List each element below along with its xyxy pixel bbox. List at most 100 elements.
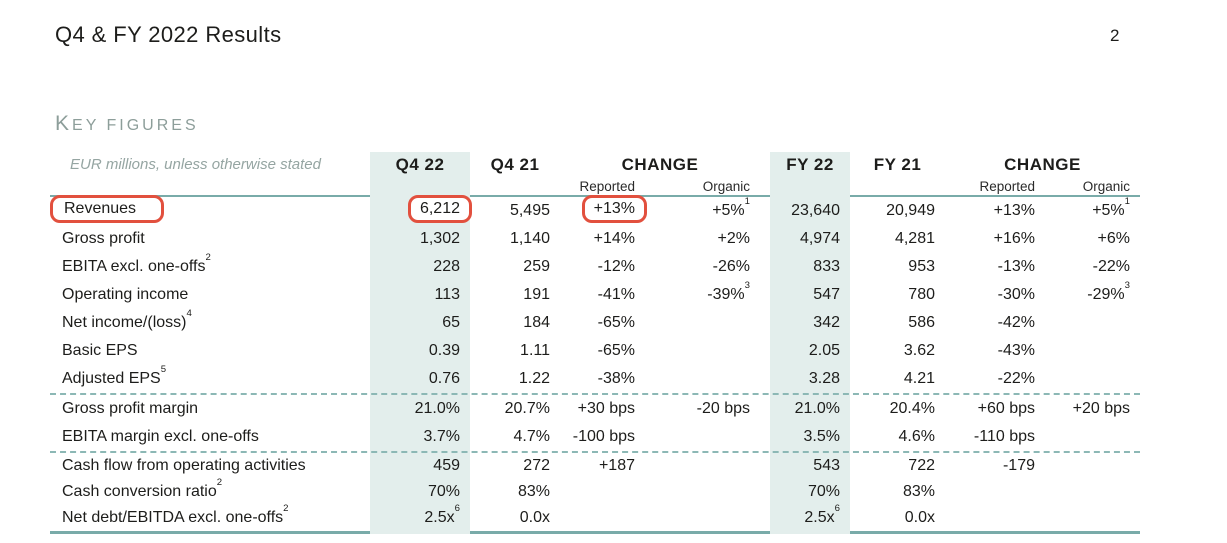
column-gap: [760, 505, 770, 531]
cell-fy-22: 547: [813, 286, 840, 303]
cell-change-fy-reported: -110 bps: [973, 428, 1035, 445]
cell-change-q4-reported: +14%: [593, 230, 635, 247]
column-gap: [760, 479, 770, 505]
cell-fy-22: 342: [813, 314, 840, 331]
column-gap: [760, 197, 770, 225]
cell-q4-22: 2.5x6: [424, 503, 460, 526]
table-row: EBITA excl. one-offs2 228 259 -12% -26% 833 95…: [50, 253, 1140, 281]
units-note: EUR millions, unless otherwise stated: [70, 156, 321, 173]
table-row: Cash flow from operating activities 459 27…: [50, 453, 1140, 479]
cell-change-fy-organic: [1045, 505, 1140, 531]
cell-change-q4-reported: [560, 479, 645, 505]
cell-change-fy-organic: [1045, 423, 1140, 451]
key-figures-table: EUR millions, unless otherwise stated Q4…: [50, 150, 1140, 534]
cell-fy-21: 3.62: [903, 342, 935, 359]
cell-change-fy-organic: -22%: [1092, 258, 1130, 275]
cell-change-fy-reported: [945, 505, 1045, 531]
col-header-q4-21: Q4 21: [490, 155, 540, 174]
cell-change-q4-reported: -100 bps: [572, 428, 635, 445]
cell-change-q4-organic: -39%3: [707, 280, 750, 303]
cell-q4-21: 20.7%: [504, 400, 550, 417]
cell-q4-22: 65: [442, 314, 460, 331]
cell-fy-22: 4,974: [799, 230, 840, 247]
cell-change-fy-organic: [1045, 337, 1140, 365]
table-row: Cash conversion ratio2 70% 83% 70% 83%: [50, 477, 1140, 505]
row-label: Cash flow from operating activities: [62, 457, 306, 474]
table-row: Basic EPS 0.39 1.11 -65% 2.05 3.62 -43%: [50, 337, 1140, 365]
cell-change-q4-reported: -12%: [597, 258, 635, 275]
column-gap: [760, 337, 770, 365]
column-gap: [760, 225, 770, 253]
cell-fy-21: 20,949: [886, 202, 935, 219]
cell-fy-21: 4,281: [894, 230, 935, 247]
cell-change-fy-reported: -22%: [997, 370, 1035, 387]
table-section: Revenues 6,212 5,495 +13% +5%1 23,640 20,949 +1…: [50, 194, 1140, 393]
cell-change-fy-reported: -43%: [997, 342, 1035, 359]
table-header-row-main: EUR millions, unless otherwise stated Q4…: [50, 150, 1140, 176]
cell-q4-21: 259: [523, 258, 550, 275]
row-label: Cash conversion ratio2: [62, 477, 223, 500]
cell-fy-22: 70%: [807, 483, 840, 500]
cell-change-q4-organic: [645, 365, 760, 393]
row-label: Gross profit: [62, 230, 145, 247]
cell-change-fy-organic: -29%3: [1087, 280, 1130, 303]
cell-change-fy-reported: -30%: [997, 286, 1035, 303]
cell-q4-22: 70%: [427, 483, 460, 500]
cell-change-q4-organic: [645, 309, 760, 337]
cell-change-q4-organic: -26%: [712, 258, 750, 275]
cell-q4-21: 272: [523, 457, 550, 474]
cell-change-fy-organic: +5%1: [1092, 196, 1130, 219]
cell-q4-21: 83%: [517, 483, 550, 500]
cell-q4-21: 4.7%: [513, 428, 550, 445]
cell-change-fy-reported: +60 bps: [977, 400, 1035, 417]
col-header-change-q4: CHANGE: [621, 155, 699, 174]
cell-change-fy-reported: [945, 479, 1045, 505]
table-row: EBITA margin excl. one-offs 3.7% 4.7% -100 …: [50, 423, 1140, 451]
cell-fy-21: 20.4%: [889, 400, 935, 417]
column-gap: [760, 365, 770, 393]
col-header-change-fy: CHANGE: [1004, 155, 1081, 174]
cell-fy-21: 953: [908, 258, 935, 275]
cell-change-fy-reported: +13%: [993, 202, 1035, 219]
highlight-box: +13%: [581, 194, 647, 223]
cell-change-q4-organic: [645, 479, 760, 505]
cell-change-fy-reported: -179: [1002, 457, 1035, 474]
cell-q4-21: 191: [523, 286, 550, 303]
cell-change-fy-organic: +6%: [1097, 230, 1130, 247]
cell-q4-21: 1.22: [518, 370, 550, 387]
column-gap: [760, 423, 770, 451]
cell-fy-22: 3.28: [808, 370, 840, 387]
cell-change-q4-organic: -20 bps: [696, 400, 750, 417]
row-label: EBITA excl. one-offs2: [62, 252, 211, 275]
cell-change-fy-organic: [1045, 365, 1140, 393]
col-header-fy-21: FY 21: [873, 155, 922, 174]
cell-change-fy-organic: +20 bps: [1072, 400, 1130, 417]
cell-q4-21: 1,140: [509, 230, 550, 247]
page-number: 2: [1110, 26, 1120, 45]
cell-change-q4-organic: [645, 505, 760, 531]
cell-fy-21: 4.6%: [898, 428, 935, 445]
subheader-q4-organic: Organic: [702, 179, 750, 194]
cell-change-fy-reported: -13%: [997, 258, 1035, 275]
cell-fy-22: 543: [813, 457, 840, 474]
row-label: Revenues: [50, 194, 370, 225]
column-gap: [760, 309, 770, 337]
cell-q4-22: 21.0%: [414, 400, 460, 417]
col-header-q4-22: Q4 22: [395, 155, 445, 174]
cell-fy-21: 83%: [902, 483, 935, 500]
row-label: Operating income: [62, 286, 189, 303]
cell-q4-21: 0.0x: [519, 509, 550, 526]
cell-change-q4-reported: -65%: [597, 342, 635, 359]
cell-change-fy-reported: +16%: [993, 230, 1035, 247]
cell-q4-22: 6,212: [370, 194, 472, 225]
row-label: EBITA margin excl. one-offs: [62, 428, 259, 445]
cell-q4-22: 0.39: [428, 342, 460, 359]
cell-q4-22: 228: [433, 258, 460, 275]
cell-change-q4-reported: -65%: [597, 314, 635, 331]
section-heading: Key figures: [55, 112, 199, 135]
column-gap: [760, 281, 770, 309]
row-label: Net income/(loss)4: [62, 308, 192, 331]
cell-q4-22: 1,302: [419, 230, 460, 247]
cell-fy-22: 2.05: [808, 342, 840, 359]
